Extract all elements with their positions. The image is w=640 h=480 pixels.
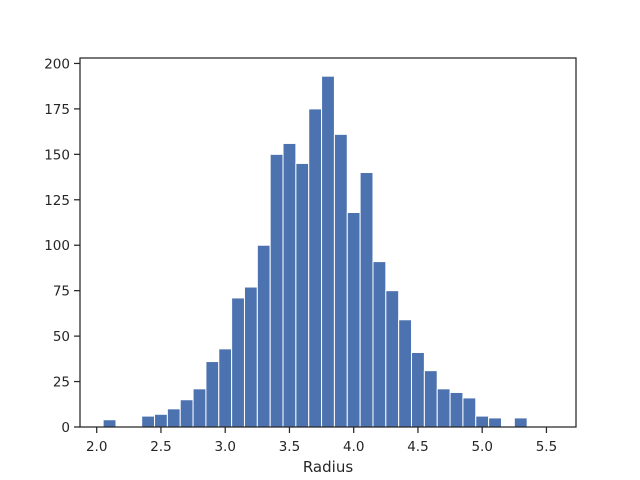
histogram-bar [166, 408, 181, 428]
histogram-bar [423, 370, 438, 428]
x-tick-label: 4.0 [343, 439, 364, 455]
histogram-bar [462, 397, 477, 428]
histogram-bar [141, 415, 156, 428]
histogram-bar [475, 415, 490, 428]
x-tick-label: 4.5 [407, 439, 428, 455]
y-axis-ticks: 0 25 50 75 100 125 150 175 200 [44, 56, 80, 436]
y-tick-label: 25 [53, 375, 70, 391]
x-tick-label: 5.5 [536, 439, 557, 455]
y-tick-label: 125 [44, 193, 70, 209]
x-tick-label: 3.0 [214, 439, 235, 455]
histogram-bar [256, 244, 271, 428]
histogram-bar [154, 413, 168, 428]
histogram-bar [218, 348, 233, 428]
histogram-bar [308, 108, 323, 428]
histogram-bar [231, 297, 245, 428]
plot-frame [79, 57, 577, 428]
histogram-bar [333, 133, 348, 428]
histogram-bar [269, 153, 284, 428]
y-tick-label: 50 [53, 329, 70, 345]
x-tick-label: 2.0 [86, 439, 107, 455]
histogram-bar [359, 172, 374, 428]
y-tick-label: 100 [44, 238, 70, 254]
x-axis-ticks: 2.0 2.5 3.0 3.5 4.0 4.5 5.0 5.5 [86, 427, 557, 455]
histogram-bar [372, 261, 387, 428]
histogram-bar [513, 417, 528, 428]
histogram-bar [295, 162, 310, 428]
x-tick-label: 5.0 [471, 439, 492, 455]
histogram-bar [436, 388, 451, 428]
y-tick-label: 150 [44, 147, 70, 163]
histogram-bar [411, 351, 425, 428]
histogram-bar [282, 142, 297, 428]
x-tick-label: 3.5 [279, 439, 300, 455]
histogram-bar [449, 391, 464, 428]
y-tick-label: 175 [44, 102, 70, 118]
histogram-bar [385, 290, 400, 428]
x-axis-label: Radius [303, 458, 353, 476]
histogram-bar [243, 286, 258, 428]
x-tick-label: 2.5 [150, 439, 171, 455]
histogram-bar [346, 212, 361, 428]
histogram-bars [102, 75, 528, 428]
y-tick-label: 200 [44, 56, 70, 72]
histogram-bar [192, 388, 207, 428]
histogram-bar [398, 319, 413, 428]
histogram-bar [102, 419, 117, 428]
histogram-bar [321, 75, 335, 428]
histogram-bar [488, 417, 502, 428]
y-tick-label: 0 [61, 420, 70, 436]
histogram-bar [179, 399, 194, 428]
histogram-bar [205, 361, 220, 428]
y-tick-label: 75 [53, 284, 70, 300]
